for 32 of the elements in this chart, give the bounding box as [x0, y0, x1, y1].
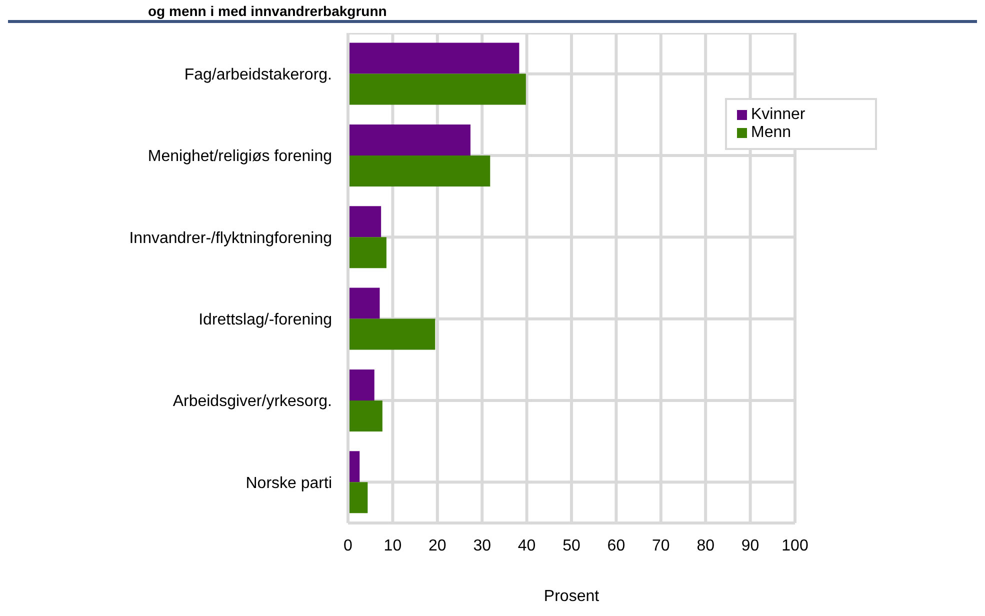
bar [348, 124, 470, 156]
chart-title: og menn i med innvandrerbakgrunn [147, 2, 388, 20]
y-tick-label: Innvandrer-/flyktningforening [129, 230, 332, 247]
bar [348, 288, 380, 319]
x-tick-label: 100 [782, 537, 808, 554]
bar [348, 400, 382, 432]
y-tick-label: Menighet/religiøs forening [148, 148, 332, 166]
x-tick-label: 70 [652, 537, 670, 554]
bar [348, 482, 368, 514]
x-tick-label: 50 [562, 537, 580, 554]
bar [348, 206, 382, 238]
bar [348, 155, 490, 186]
bar [348, 318, 436, 350]
legend-label: Menn [751, 124, 792, 141]
x-tick-label: 60 [607, 537, 626, 554]
x-axis-title: Prosent [544, 588, 600, 605]
y-tick-label: Arbeidsgiver/yrkesorg. [172, 393, 332, 410]
x-tick-label: 20 [428, 537, 446, 554]
y-tick-label: Fag/arbeidstakerorg. [184, 66, 332, 84]
bar [348, 74, 526, 105]
x-tick-label: 0 [344, 537, 353, 554]
y-tick-label: Idrettslag/-forening [198, 312, 332, 329]
x-tick-label: 90 [741, 537, 760, 554]
bar [348, 237, 386, 268]
legend-label: Kvinner [751, 106, 806, 123]
x-tick-label: 40 [518, 537, 536, 554]
x-tick-label: 30 [473, 537, 492, 554]
bar [348, 369, 374, 400]
y-tick-label: Norske parti [246, 474, 332, 492]
bar [348, 42, 520, 74]
x-tick-label: 80 [696, 537, 715, 554]
x-tick-label: 10 [384, 537, 402, 554]
